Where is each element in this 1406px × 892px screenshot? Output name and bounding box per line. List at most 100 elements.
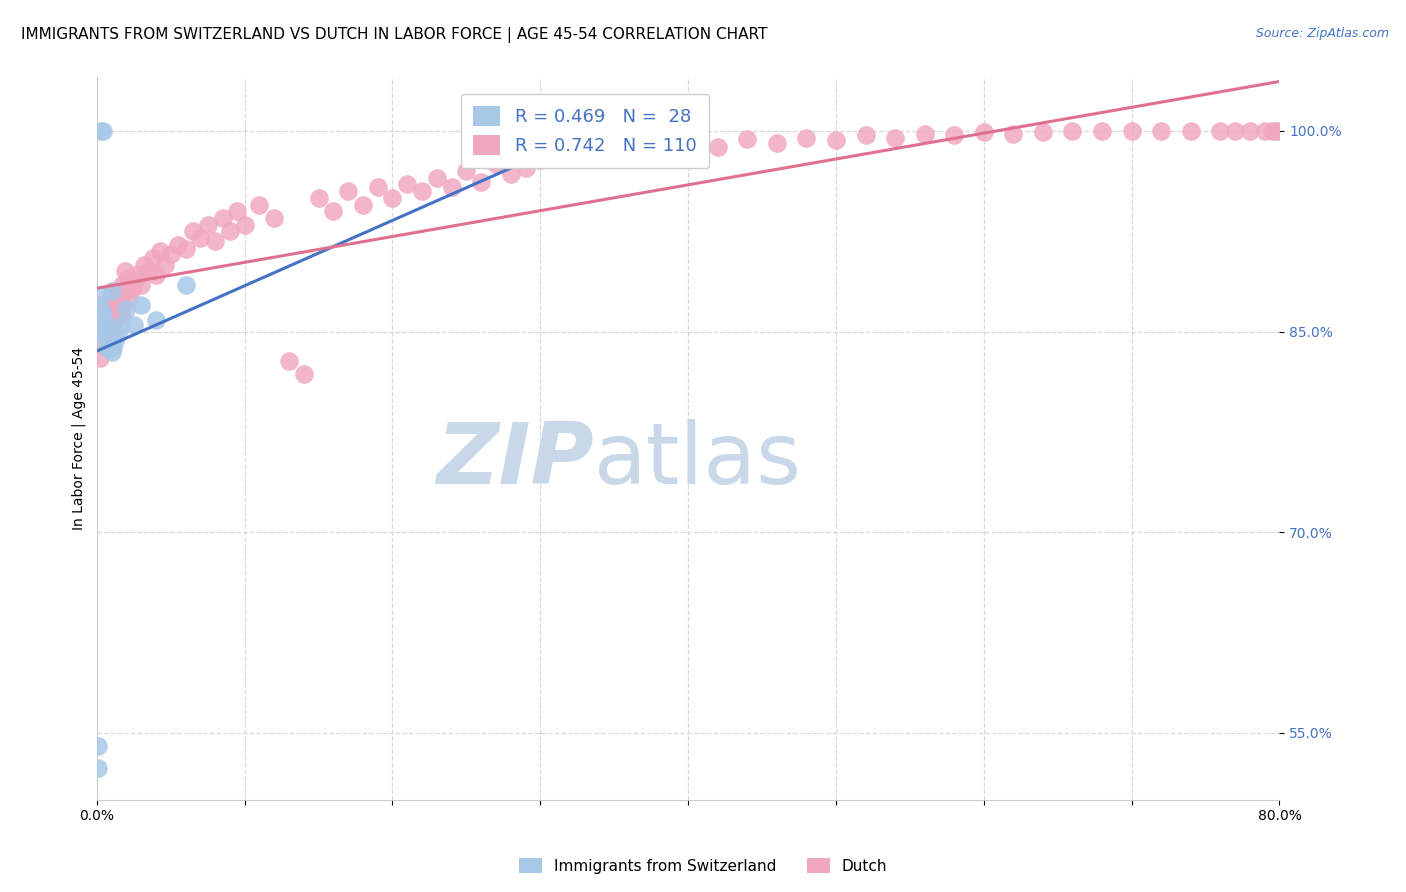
Point <box>98 291 121 305</box>
Point <box>122 318 145 332</box>
Point <box>149 244 172 259</box>
Point <box>97 330 120 344</box>
Point <box>825 133 848 147</box>
Point <box>89 318 111 332</box>
Point <box>91 298 114 312</box>
Point <box>145 312 167 326</box>
Point <box>93 327 115 342</box>
Point <box>226 204 249 219</box>
Point <box>1267 124 1289 138</box>
Point <box>456 164 478 178</box>
Point <box>381 191 404 205</box>
Point <box>973 125 995 139</box>
Point <box>233 218 256 232</box>
Point <box>167 237 190 252</box>
Text: Source: ZipAtlas.com: Source: ZipAtlas.com <box>1256 27 1389 40</box>
Point <box>96 301 118 315</box>
Point <box>322 204 344 219</box>
Point <box>111 277 134 292</box>
Point <box>174 242 197 256</box>
Point <box>588 144 610 158</box>
Point <box>263 211 285 225</box>
Point <box>97 320 120 334</box>
Point <box>529 153 551 168</box>
Point <box>108 287 131 301</box>
Point <box>115 285 138 299</box>
Point <box>440 180 463 194</box>
Point <box>105 295 128 310</box>
Point <box>118 291 141 305</box>
Point <box>1121 124 1143 138</box>
Point <box>87 739 110 754</box>
Point <box>337 184 360 198</box>
Text: ZIP: ZIP <box>436 418 593 502</box>
Point <box>89 351 111 366</box>
Point <box>104 334 127 348</box>
Point <box>1209 124 1232 138</box>
Point <box>706 140 728 154</box>
Point <box>352 197 374 211</box>
Point <box>129 298 152 312</box>
Point <box>1180 124 1202 138</box>
Point <box>676 135 699 149</box>
Point <box>100 344 122 359</box>
Point <box>115 301 138 316</box>
Point <box>87 761 110 775</box>
Point <box>766 136 789 150</box>
Point <box>93 334 115 348</box>
Legend: Immigrants from Switzerland, Dutch: Immigrants from Switzerland, Dutch <box>513 852 893 880</box>
Point <box>174 277 197 292</box>
Point <box>98 325 121 339</box>
Point <box>153 258 176 272</box>
Point <box>90 320 112 334</box>
Point <box>292 368 315 382</box>
Point <box>1265 124 1288 138</box>
Point <box>110 309 132 323</box>
Point <box>96 341 118 355</box>
Point <box>87 334 110 348</box>
Point <box>89 301 111 315</box>
Point <box>1002 127 1025 141</box>
Point <box>884 130 907 145</box>
Legend: R = 0.469   N =  28, R = 0.742   N = 110: R = 0.469 N = 28, R = 0.742 N = 110 <box>461 94 709 168</box>
Point <box>107 304 129 318</box>
Point <box>91 327 114 342</box>
Point <box>647 137 669 152</box>
Point <box>124 274 146 288</box>
Point <box>117 271 139 285</box>
Text: IMMIGRANTS FROM SWITZERLAND VS DUTCH IN LABOR FORCE | AGE 45-54 CORRELATION CHAR: IMMIGRANTS FROM SWITZERLAND VS DUTCH IN … <box>21 27 768 43</box>
Point <box>181 224 204 238</box>
Point <box>90 298 112 312</box>
Point <box>485 157 508 171</box>
Point <box>1261 124 1284 138</box>
Point <box>204 234 226 248</box>
Point <box>127 267 149 281</box>
Point <box>1150 124 1173 138</box>
Point <box>93 309 115 323</box>
Point <box>1253 124 1275 138</box>
Point <box>90 124 112 138</box>
Point <box>396 178 419 192</box>
Point <box>426 170 449 185</box>
Point <box>96 325 118 339</box>
Point <box>94 304 117 318</box>
Point <box>914 127 936 141</box>
Point <box>142 251 165 265</box>
Point <box>188 231 211 245</box>
Point <box>93 315 115 329</box>
Point <box>114 264 136 278</box>
Point <box>94 331 117 345</box>
Point <box>197 218 219 232</box>
Point <box>796 130 818 145</box>
Text: atlas: atlas <box>593 418 801 502</box>
Point <box>91 124 114 138</box>
Point <box>97 309 120 323</box>
Point <box>104 311 127 326</box>
Point <box>100 291 122 305</box>
Point <box>107 327 129 342</box>
Point <box>134 258 156 272</box>
Point <box>121 282 143 296</box>
Point <box>101 341 124 355</box>
Point <box>100 285 122 299</box>
Point <box>558 148 581 162</box>
